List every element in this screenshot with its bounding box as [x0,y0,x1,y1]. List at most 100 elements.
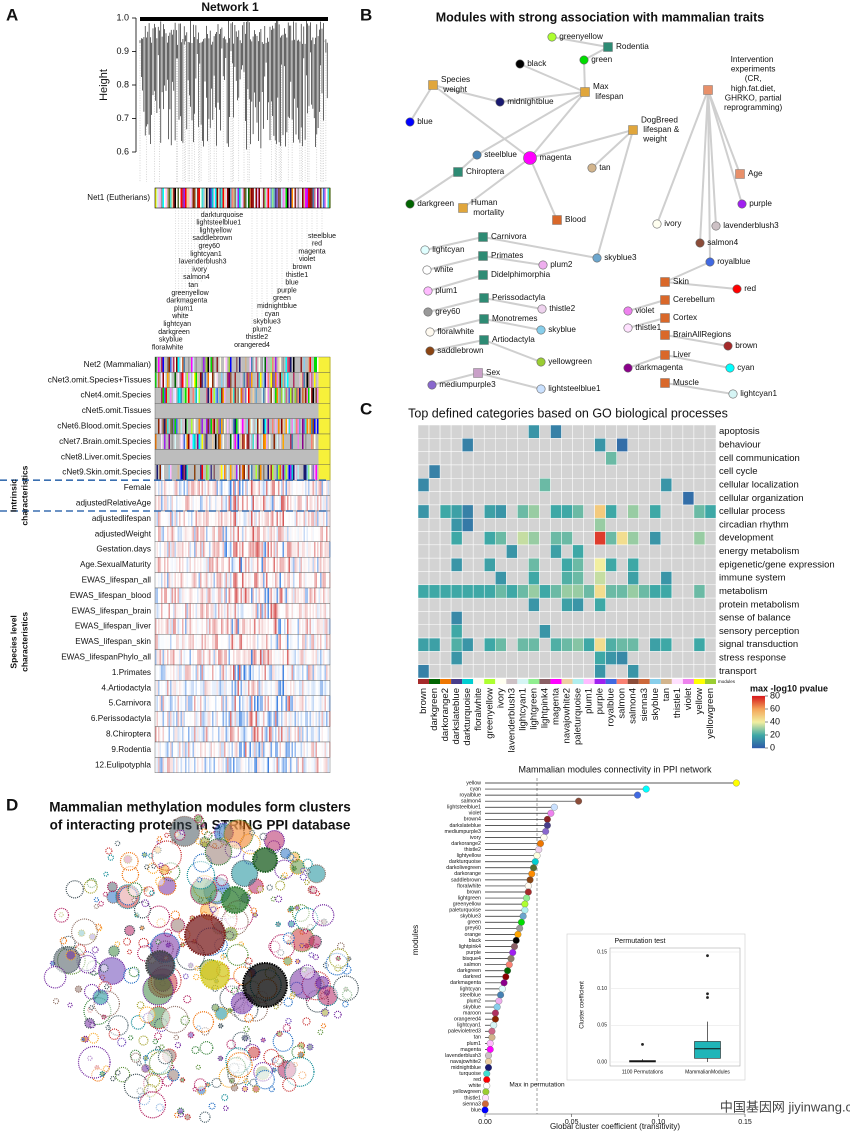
na-cell [539,531,551,546]
module-label: lavenderblush3 [179,259,227,266]
heat-cell [287,541,289,558]
heat-cell [159,695,162,712]
network-edge [483,318,542,331]
heat-cell [273,434,276,450]
heat-cell [171,387,174,404]
na-cell [517,624,529,639]
group-label: Species level [8,615,18,668]
heat-cell [228,449,231,465]
heat-cell [210,464,213,481]
heat-cell [215,634,217,650]
heat-cell [180,742,183,758]
heat-cell [168,357,171,373]
column-label: navajowhite2 [562,688,573,743]
heat-cell [254,742,256,758]
heat-cell [258,618,261,635]
na-cell [472,611,485,625]
heat-cell [326,434,328,450]
heat-cell [326,618,328,635]
heat-cell [216,387,219,404]
module-color [240,188,243,208]
heat-cell [215,618,217,635]
heat-cell [323,372,325,388]
cluster [243,1078,249,1084]
heat-cell [233,757,235,773]
heat-cell [318,480,321,496]
heat-cell [275,387,277,404]
heat-cell [317,511,319,527]
heat-cell [270,742,273,758]
heat-cell [198,372,201,388]
heat-cell [239,634,241,650]
heat-cell [252,480,255,496]
heat-cell [198,603,201,619]
heat-cell [321,572,324,588]
heat-cell [188,742,190,758]
heat-cell [183,541,186,558]
heat-cell [267,695,270,712]
heat-cell [216,480,219,496]
heat-cell [311,572,313,588]
heat-cell [167,726,169,742]
na-cell [428,557,441,572]
module-node [711,221,721,231]
heat-cell [195,757,198,773]
heat-cell [257,480,259,496]
heat-cell [200,649,202,665]
heat-cell [165,526,168,542]
heat-cell [290,357,292,373]
heat-cell [203,649,205,665]
heat-cell [308,618,310,635]
heat-cell [207,418,210,434]
heat-cell [198,418,201,434]
heat-cell [218,372,220,388]
heat-cell [270,572,273,588]
heat-cell [183,695,186,712]
row-label: cell communication [719,453,800,464]
heat-cell [231,434,234,450]
heat-cell [167,511,169,527]
cluster [114,840,121,847]
heat-cell [255,588,258,604]
na-cell [561,478,573,492]
heat-cell [233,418,235,434]
heat-cell [158,757,160,773]
heat-cell [182,588,184,604]
heat-cell [287,695,289,712]
na-cell [572,651,584,665]
module-color [254,188,256,208]
heat-cell [269,588,271,604]
heat-cell [627,504,639,519]
heat-cell [197,603,199,619]
heat-cell [246,464,249,481]
heat-cell [197,511,199,527]
heat-cell [210,387,213,404]
ppi-title: Mammalian modules connectivity in PPI ne… [518,764,712,774]
row-label: Gestation.days [96,545,151,554]
module-strip [517,679,529,684]
heat-cell [212,480,214,496]
heat-cell [266,557,268,573]
heat-cell [326,634,328,650]
module-label: skyblue3 [253,319,281,326]
heat-cell [257,541,259,558]
heat-cell [174,495,177,511]
na-cell [517,611,529,625]
na-cell [682,544,695,559]
heat-cell [246,557,249,573]
trait-node-label: Intervention experiments (CR, high.fat.d… [722,55,783,112]
heat-cell [203,526,205,542]
module-color [176,188,178,208]
heat-cell [170,649,172,665]
heat-cell [174,634,177,650]
heat-cell [312,665,315,681]
heat-cell [219,742,222,758]
colorbar-step [752,708,765,711]
module-color [290,188,292,208]
heat-cell [272,403,274,419]
heat-cell [270,418,273,434]
heat-cell [296,649,298,665]
heat-cell [209,572,211,588]
heat-cell [285,403,288,419]
heat-cell [281,495,283,511]
